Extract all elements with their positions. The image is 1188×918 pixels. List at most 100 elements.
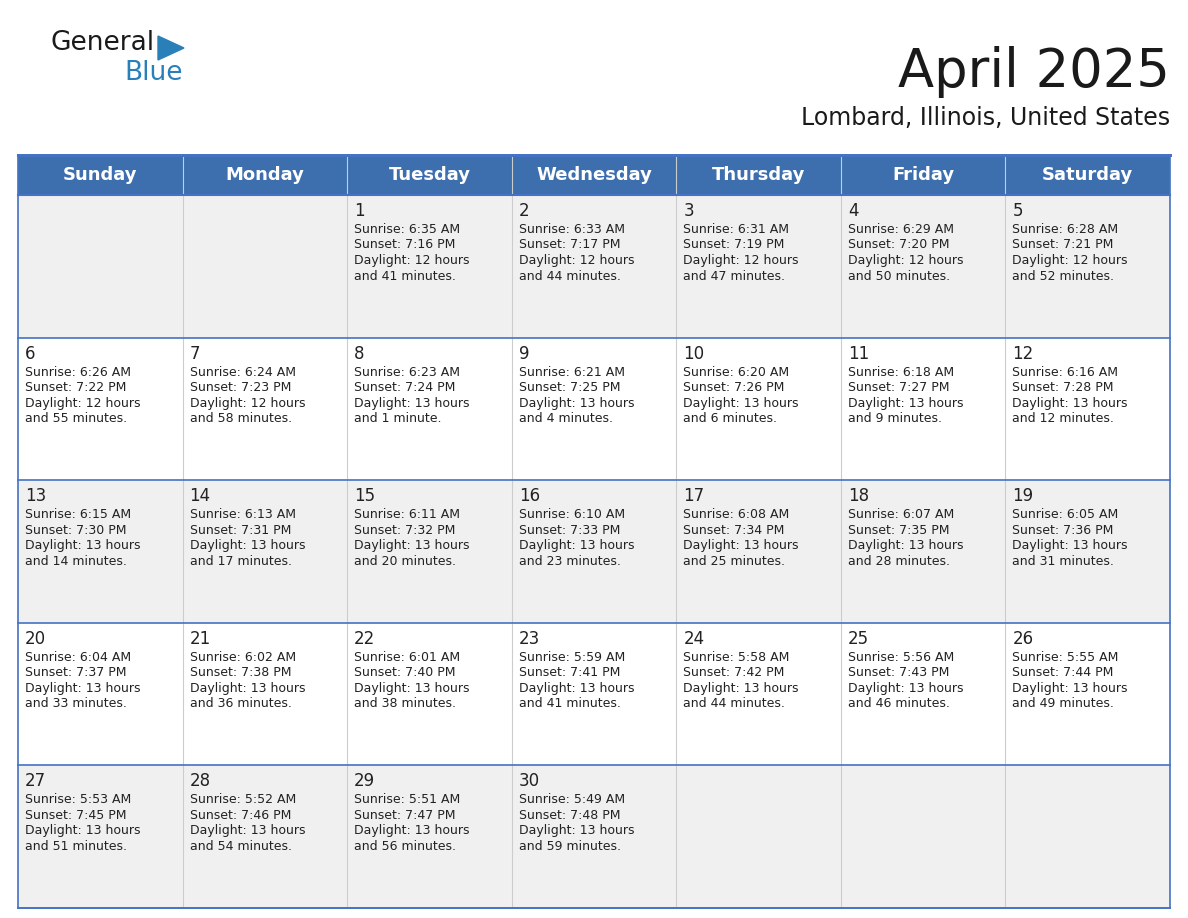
Text: Daylight: 13 hours: Daylight: 13 hours — [25, 682, 140, 695]
Text: and 12 minutes.: and 12 minutes. — [1012, 412, 1114, 425]
Text: and 46 minutes.: and 46 minutes. — [848, 698, 949, 711]
Text: Sunset: 7:25 PM: Sunset: 7:25 PM — [519, 381, 620, 394]
Text: Sunset: 7:44 PM: Sunset: 7:44 PM — [1012, 666, 1114, 679]
Text: 5: 5 — [1012, 202, 1023, 220]
Text: Sunrise: 6:29 AM: Sunrise: 6:29 AM — [848, 223, 954, 236]
Text: Sunrise: 6:04 AM: Sunrise: 6:04 AM — [25, 651, 131, 664]
Text: Sunset: 7:45 PM: Sunset: 7:45 PM — [25, 809, 126, 822]
Text: and 28 minutes.: and 28 minutes. — [848, 554, 950, 567]
Text: and 44 minutes.: and 44 minutes. — [683, 698, 785, 711]
Bar — [1005, 338, 1170, 480]
Text: Sunset: 7:40 PM: Sunset: 7:40 PM — [354, 666, 456, 679]
Text: Sunrise: 6:23 AM: Sunrise: 6:23 AM — [354, 365, 460, 378]
Text: Sunset: 7:32 PM: Sunset: 7:32 PM — [354, 523, 455, 537]
Text: Sunset: 7:37 PM: Sunset: 7:37 PM — [25, 666, 126, 679]
Text: Sunset: 7:48 PM: Sunset: 7:48 PM — [519, 809, 620, 822]
Text: 13: 13 — [25, 487, 46, 505]
Text: Sunrise: 6:11 AM: Sunrise: 6:11 AM — [354, 509, 460, 521]
Text: 20: 20 — [25, 630, 46, 648]
Text: 16: 16 — [519, 487, 539, 505]
Text: Daylight: 13 hours: Daylight: 13 hours — [848, 539, 963, 553]
Text: Sunset: 7:33 PM: Sunset: 7:33 PM — [519, 523, 620, 537]
Text: Sunset: 7:30 PM: Sunset: 7:30 PM — [25, 523, 126, 537]
Text: Sunrise: 6:08 AM: Sunrise: 6:08 AM — [683, 509, 790, 521]
Bar — [18, 155, 183, 195]
Text: Sunset: 7:41 PM: Sunset: 7:41 PM — [519, 666, 620, 679]
Bar — [512, 480, 676, 622]
Text: Daylight: 13 hours: Daylight: 13 hours — [519, 539, 634, 553]
Text: Sunrise: 6:02 AM: Sunrise: 6:02 AM — [190, 651, 296, 664]
Text: 28: 28 — [190, 772, 210, 790]
Bar — [18, 766, 183, 908]
Text: and 6 minutes.: and 6 minutes. — [683, 412, 777, 425]
Text: Sunrise: 5:51 AM: Sunrise: 5:51 AM — [354, 793, 461, 806]
Text: 30: 30 — [519, 772, 539, 790]
Text: and 59 minutes.: and 59 minutes. — [519, 840, 620, 853]
Polygon shape — [158, 36, 184, 60]
Text: Sunset: 7:17 PM: Sunset: 7:17 PM — [519, 239, 620, 252]
Text: and 51 minutes.: and 51 minutes. — [25, 840, 127, 853]
Text: Tuesday: Tuesday — [388, 166, 470, 184]
Bar — [512, 766, 676, 908]
Bar — [676, 766, 841, 908]
Text: 14: 14 — [190, 487, 210, 505]
Text: Daylight: 13 hours: Daylight: 13 hours — [25, 539, 140, 553]
Text: Sunrise: 6:05 AM: Sunrise: 6:05 AM — [1012, 509, 1119, 521]
Text: Daylight: 13 hours: Daylight: 13 hours — [683, 682, 798, 695]
Text: Daylight: 13 hours: Daylight: 13 hours — [354, 682, 469, 695]
Bar — [841, 766, 1005, 908]
Bar — [18, 195, 183, 338]
Bar — [183, 766, 347, 908]
Text: and 36 minutes.: and 36 minutes. — [190, 698, 291, 711]
Text: Sunset: 7:43 PM: Sunset: 7:43 PM — [848, 666, 949, 679]
Text: 18: 18 — [848, 487, 868, 505]
Text: 3: 3 — [683, 202, 694, 220]
Text: and 14 minutes.: and 14 minutes. — [25, 554, 127, 567]
Text: 7: 7 — [190, 344, 200, 363]
Text: Daylight: 13 hours: Daylight: 13 hours — [519, 824, 634, 837]
Text: 24: 24 — [683, 630, 704, 648]
Text: and 9 minutes.: and 9 minutes. — [848, 412, 942, 425]
Bar — [676, 195, 841, 338]
Text: Daylight: 13 hours: Daylight: 13 hours — [190, 824, 305, 837]
Text: Sunrise: 6:35 AM: Sunrise: 6:35 AM — [354, 223, 460, 236]
Text: April 2025: April 2025 — [898, 46, 1170, 98]
Text: Daylight: 13 hours: Daylight: 13 hours — [1012, 539, 1127, 553]
Bar — [183, 338, 347, 480]
Text: 12: 12 — [1012, 344, 1034, 363]
Bar — [841, 195, 1005, 338]
Text: Daylight: 13 hours: Daylight: 13 hours — [848, 397, 963, 409]
Text: Sunrise: 6:33 AM: Sunrise: 6:33 AM — [519, 223, 625, 236]
Text: Daylight: 13 hours: Daylight: 13 hours — [354, 539, 469, 553]
Text: Sunset: 7:19 PM: Sunset: 7:19 PM — [683, 239, 784, 252]
Text: Sunset: 7:22 PM: Sunset: 7:22 PM — [25, 381, 126, 394]
Bar — [347, 195, 512, 338]
Text: Sunrise: 6:20 AM: Sunrise: 6:20 AM — [683, 365, 789, 378]
Text: Daylight: 13 hours: Daylight: 13 hours — [519, 682, 634, 695]
Bar — [676, 338, 841, 480]
Bar — [347, 155, 512, 195]
Text: Daylight: 13 hours: Daylight: 13 hours — [190, 539, 305, 553]
Text: 4: 4 — [848, 202, 859, 220]
Text: and 31 minutes.: and 31 minutes. — [1012, 554, 1114, 567]
Bar — [841, 338, 1005, 480]
Text: Daylight: 12 hours: Daylight: 12 hours — [683, 254, 798, 267]
Text: and 17 minutes.: and 17 minutes. — [190, 554, 291, 567]
Text: Sunrise: 6:31 AM: Sunrise: 6:31 AM — [683, 223, 789, 236]
Text: Sunset: 7:21 PM: Sunset: 7:21 PM — [1012, 239, 1114, 252]
Text: 22: 22 — [354, 630, 375, 648]
Text: Sunset: 7:24 PM: Sunset: 7:24 PM — [354, 381, 455, 394]
Text: and 1 minute.: and 1 minute. — [354, 412, 442, 425]
Text: Daylight: 12 hours: Daylight: 12 hours — [519, 254, 634, 267]
Text: General: General — [50, 30, 154, 56]
Text: Daylight: 13 hours: Daylight: 13 hours — [190, 682, 305, 695]
Text: Sunrise: 6:01 AM: Sunrise: 6:01 AM — [354, 651, 460, 664]
Bar — [18, 622, 183, 766]
Text: Daylight: 12 hours: Daylight: 12 hours — [848, 254, 963, 267]
Text: Sunset: 7:16 PM: Sunset: 7:16 PM — [354, 239, 455, 252]
Text: Daylight: 13 hours: Daylight: 13 hours — [354, 397, 469, 409]
Bar — [841, 480, 1005, 622]
Bar — [512, 622, 676, 766]
Text: and 55 minutes.: and 55 minutes. — [25, 412, 127, 425]
Text: Sunrise: 6:10 AM: Sunrise: 6:10 AM — [519, 509, 625, 521]
